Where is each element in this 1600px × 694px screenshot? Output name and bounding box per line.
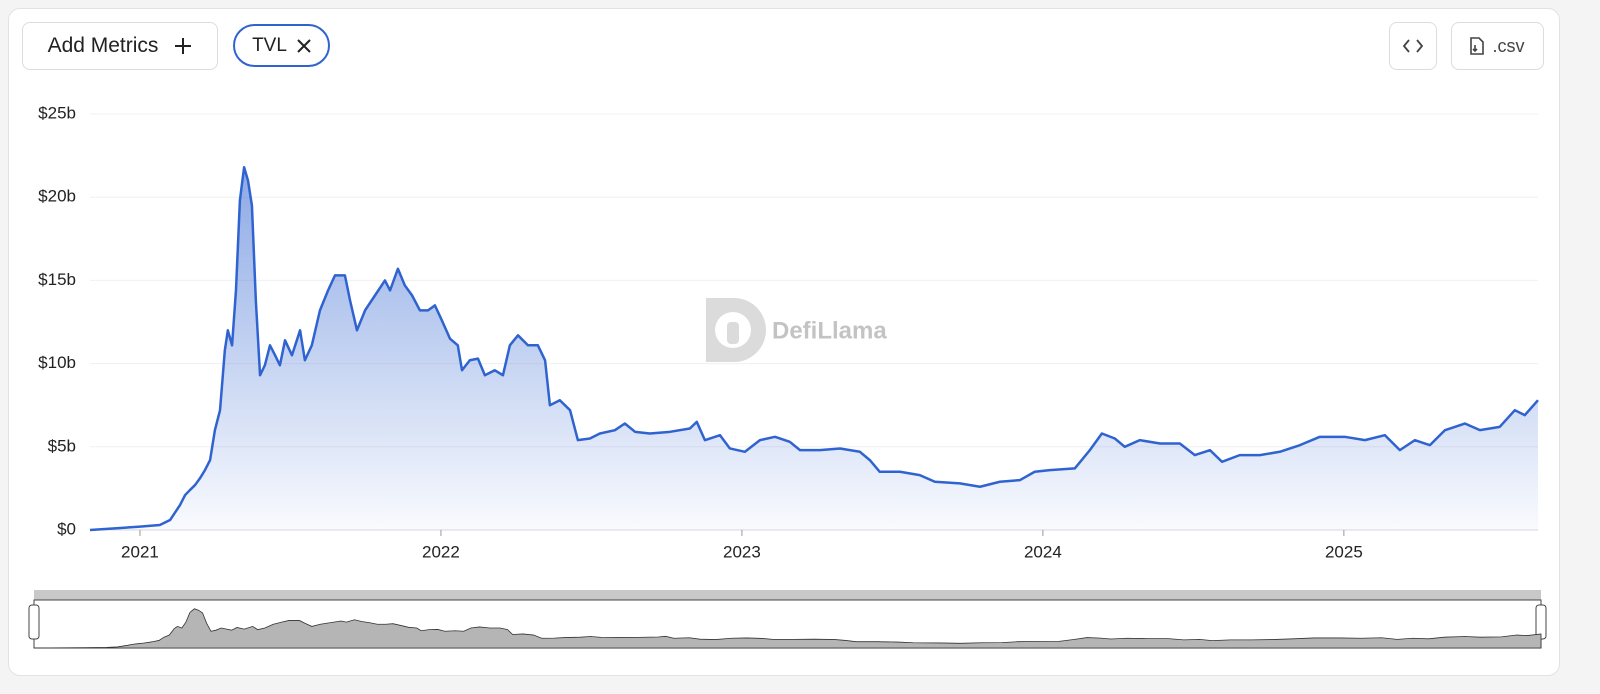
watermark: DefiLlama — [706, 298, 887, 362]
x-tick-label: 2021 — [121, 542, 159, 561]
slider-bar[interactable] — [34, 590, 1541, 600]
y-tick-label: $20b — [38, 187, 76, 206]
y-tick-label: $5b — [48, 436, 76, 455]
x-tick-label: 2024 — [1024, 542, 1062, 561]
series-name: TVL — [252, 34, 287, 56]
button-label: Add Metrics — [47, 34, 159, 57]
line — [89, 165, 1539, 532]
button-label: .csv — [1492, 35, 1525, 56]
card — [8, 8, 1560, 676]
x-tick-label: 2022 — [422, 542, 460, 561]
y-tick-label: $25b — [38, 103, 76, 122]
add-metrics-button[interactable]: Add Metrics — [22, 22, 218, 70]
y-tick-label: $10b — [38, 353, 76, 372]
x-tick-label: 2023 — [723, 542, 761, 561]
slider-handle[interactable] — [28, 604, 40, 640]
area — [90, 167, 1538, 531]
tvl-pill[interactable]: TVL — [233, 24, 330, 67]
y-tick-label: $15b — [38, 270, 76, 289]
file-icon — [1470, 37, 1485, 55]
close-icon — [297, 38, 311, 53]
plus-icon — [175, 38, 192, 54]
y-tick-label: $0 — [57, 519, 76, 538]
x-tick-label: 2025 — [1325, 542, 1363, 561]
embed-button[interactable] — [1389, 22, 1437, 70]
code-icon — [1403, 39, 1423, 53]
watermark-text: DefiLlama — [772, 317, 887, 344]
csv-button[interactable]: .csv — [1451, 22, 1544, 70]
overview-area — [33, 608, 1542, 649]
